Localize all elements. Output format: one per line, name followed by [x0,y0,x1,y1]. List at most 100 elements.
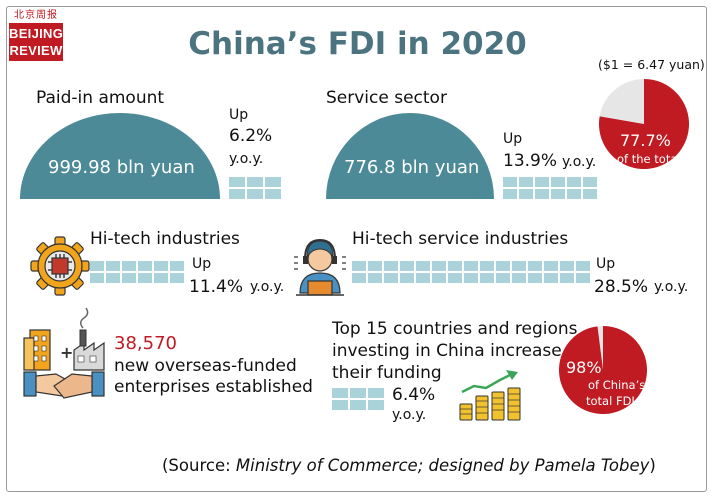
paid-in-block [247,189,263,199]
hitech-service-block [384,273,398,283]
paid-in-block [247,177,263,187]
paid-in-value: 999.98 bln yuan [48,157,195,178]
service-share-value: 77.7% [620,131,671,150]
service-block [583,177,597,187]
top15-growth-blocks [332,388,384,410]
hitech-service-block [352,261,366,271]
hitech-service-block [464,261,478,271]
service-growth-blocks [503,177,597,199]
service-block [519,189,533,199]
hitech-service-block [560,273,574,283]
top15-share-pie [559,326,648,414]
support-agent-icon [294,238,346,296]
logo-box: BEIJING REVIEW [9,23,63,61]
hitech-service-block [400,261,414,271]
enterprises-text-line1: new overseas-funded [114,356,297,376]
top15-label-line3: their funding [332,363,442,383]
hitech-service-block [384,261,398,271]
service-sector-value: 776.8 bln yuan [344,157,480,178]
service-share-label: of the total [617,152,681,166]
chip-gear-icon [30,236,90,296]
top15-yoy: y.o.y. [392,407,427,423]
service-block [535,189,549,199]
hitech-service-block [496,273,510,283]
hitech-service-up-label: Up [596,256,616,272]
hitech-block [90,261,104,271]
hitech-service-block [448,261,462,271]
paid-in-label: Paid-in amount [36,88,165,108]
service-block [503,189,517,199]
service-yoy: y.o.y. [562,154,597,170]
hitech-block [122,261,136,271]
top15-label-line1: Top 15 countries and regions [332,319,578,339]
hitech-service-block [528,273,542,283]
hitech-service-block [368,273,382,283]
hitech-service-block [416,261,430,271]
coins-growth-icon [459,370,521,421]
logo-line2: REVIEW [9,43,63,58]
hitech-service-block [432,261,446,271]
hitech-growth-blocks [90,261,184,283]
hitech-service-block [352,273,366,283]
logo-line1: BEIJING [9,26,64,41]
hitech-service-block [576,261,590,271]
logo-chinese-text: 北京周报 [14,10,58,21]
hitech-block [154,261,168,271]
service-block [551,189,565,199]
hitech-block [122,273,136,283]
hitech-block [154,273,168,283]
hitech-yoy: y.o.y. [250,279,285,295]
hitech-service-block [416,273,430,283]
paid-in-block [229,189,245,199]
hitech-block [138,273,152,283]
service-block [551,177,565,187]
svg-text:+: + [60,343,73,362]
service-up-label: Up [503,131,523,147]
hitech-service-growth-blocks [352,261,590,283]
hitech-service-block [576,273,590,283]
hitech-service-block [368,261,382,271]
paid-in-up-label: Up [229,107,249,123]
top15-share-line1: of China’s [588,378,646,392]
top15-share-value: 98% [566,358,602,377]
service-block [535,177,549,187]
service-share-slice [599,79,689,169]
paid-in-block [265,177,281,187]
service-block [583,189,597,199]
top15-block [368,400,384,410]
hitech-block [170,261,184,271]
source-suffix: ) [649,456,656,475]
hitech-service-block [480,261,494,271]
paid-in-block [229,177,245,187]
top15-block [350,400,366,410]
paid-in-semicircle [20,113,220,199]
hitech-up-label: Up [192,256,212,272]
page-title: China’s FDI in 2020 [188,26,527,62]
hitech-service-yoy: y.o.y. [654,279,689,295]
hitech-service-block [512,273,526,283]
enterprise-handshake-icon: + [23,307,105,399]
service-block [519,177,533,187]
hitech-service-block [544,261,558,271]
enterprises-text-line2: enterprises established [114,377,313,397]
top15-block [332,388,348,398]
hitech-block [106,261,120,271]
top15-block [368,388,384,398]
top15-block [350,388,366,398]
beijing-review-logo: 北京周报 BEIJING REVIEW [9,9,63,61]
service-block [503,177,517,187]
service-growth: 13.9% [503,151,558,171]
hitech-block [138,261,152,271]
exchange-rate-note: ($1 = 6.47 yuan) [598,57,705,72]
top15-share-line2: total FDI [586,394,635,408]
hitech-service-label: Hi-tech service industries [352,229,569,249]
service-block [567,189,581,199]
enterprises-count: 38,570 [114,333,177,354]
hitech-growth: 11.4% [189,277,244,297]
source-italic: Ministry of Commerce; designed by Pamela… [235,456,650,475]
paid-in-growth: 6.2% [229,126,273,146]
hitech-service-growth: 28.5% [594,277,649,297]
infographic-frame [6,6,707,492]
top15-block [332,400,348,410]
